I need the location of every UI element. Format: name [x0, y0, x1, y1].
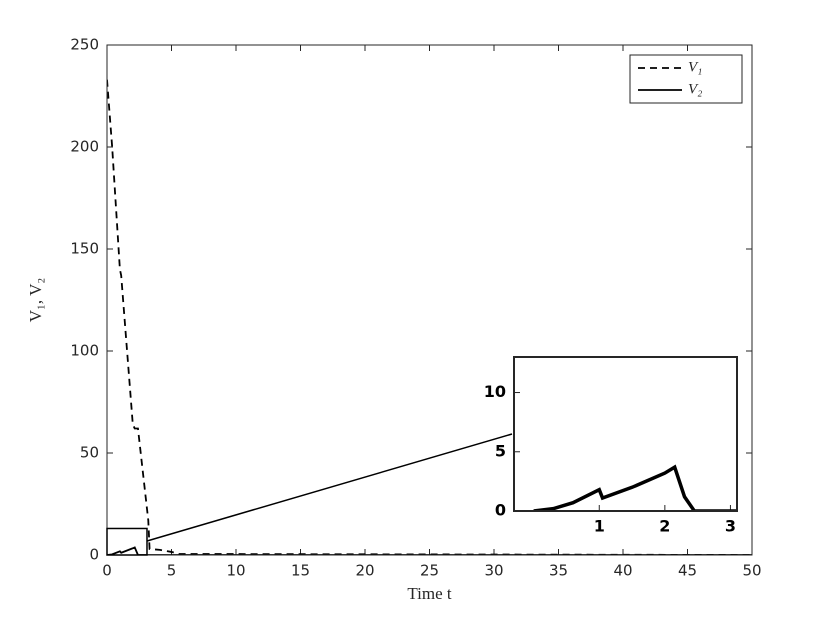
y-tick-label: 50 — [80, 444, 99, 462]
y-axis-label: V₁, V₂ — [26, 278, 45, 323]
x-tick-label: 1 — [594, 517, 605, 536]
x-tick-label: 50 — [742, 562, 761, 580]
legend-label: V₁ — [688, 59, 702, 75]
y-tick-label: 150 — [70, 240, 99, 258]
line — [107, 79, 752, 555]
x-tick-label: 25 — [420, 562, 439, 580]
x-tick-label: 2 — [659, 517, 670, 536]
x-tick-label: 10 — [226, 562, 245, 580]
y-tick-label: 100 — [70, 342, 99, 360]
x-tick-label: 35 — [549, 562, 568, 580]
x-tick-label: 20 — [355, 562, 374, 580]
axes-background — [514, 357, 737, 511]
line — [533, 464, 737, 511]
x-tick-label: 15 — [291, 562, 310, 580]
axes-box — [106, 44, 753, 556]
y-tick-label: 5 — [495, 441, 506, 460]
x-axis-label: Time t — [407, 584, 452, 603]
zoom-box — [106, 527, 148, 556]
x-tick-label: 40 — [613, 562, 632, 580]
legend-label: V₂ — [688, 81, 702, 97]
x-tick-label: 5 — [167, 562, 177, 580]
y-tick-label: 200 — [70, 138, 99, 156]
legend-box — [629, 54, 743, 104]
y-tick-label: 250 — [70, 36, 99, 54]
x-tick-label: 30 — [484, 562, 503, 580]
x-tick-label: 0 — [102, 562, 112, 580]
zoom-connector — [146, 433, 513, 542]
axes-box — [513, 356, 738, 512]
x-tick-label: 3 — [725, 517, 736, 536]
line — [107, 546, 752, 555]
y-tick-label: 0 — [495, 501, 506, 520]
x-tick-label: 45 — [678, 562, 697, 580]
y-tick-label: 10 — [484, 382, 506, 401]
y-tick-label: 0 — [89, 546, 99, 564]
